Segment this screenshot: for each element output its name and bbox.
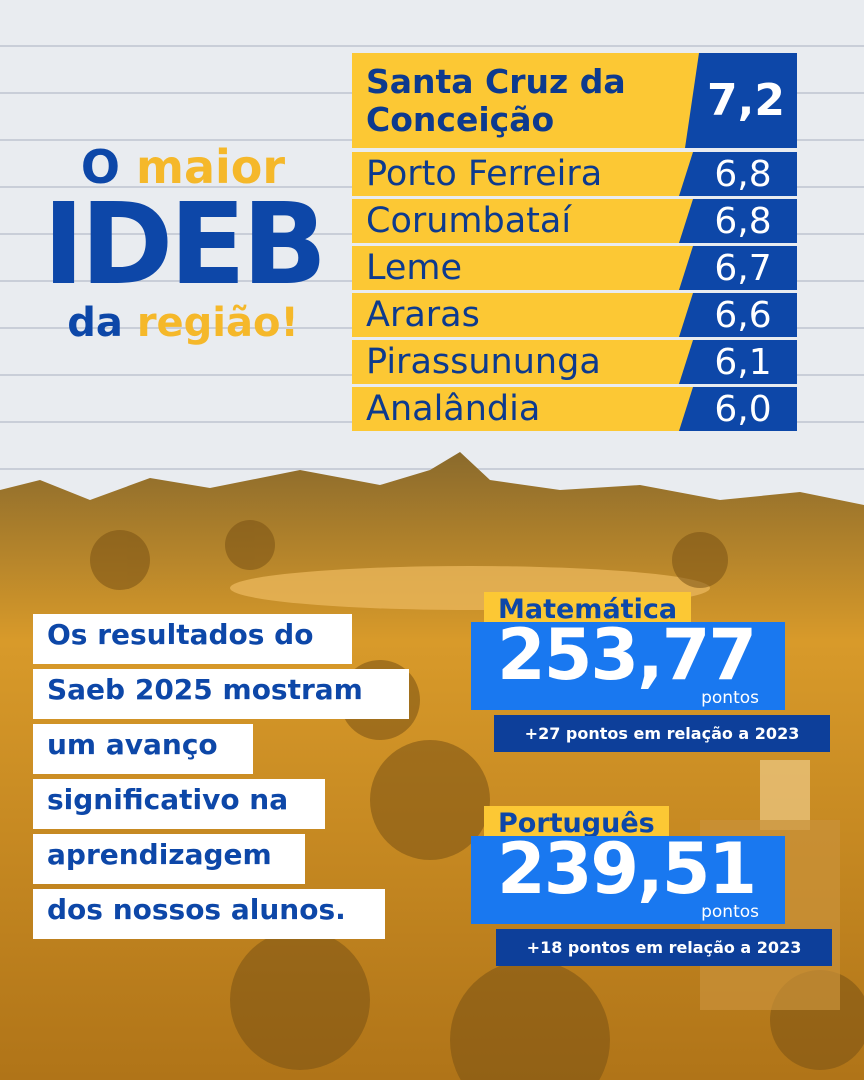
city-name: Porto Ferreira xyxy=(366,154,603,194)
ranking-row: Leme 6,7 xyxy=(352,246,797,290)
city-score: 6,1 xyxy=(679,340,797,384)
headline-regiao: região! xyxy=(136,300,299,346)
city-score: 6,6 xyxy=(679,293,797,337)
ranking-row: Analândia 6,0 xyxy=(352,387,797,431)
city-name: Leme xyxy=(366,248,463,288)
message-line: significativo na xyxy=(33,779,325,829)
message-line: Saeb 2025 mostram xyxy=(33,669,409,719)
city-name: Pirassununga xyxy=(366,342,601,382)
headline-top: O maior xyxy=(18,140,348,194)
city-name: Analândia xyxy=(366,389,541,429)
score-change: +18 pontos em relação a 2023 xyxy=(496,929,832,966)
ranking-row: Araras 6,6 xyxy=(352,293,797,337)
ranking-row: Corumbataí 6,8 xyxy=(352,199,797,243)
city-score: 6,7 xyxy=(679,246,797,290)
message-line: um avanço xyxy=(33,724,253,774)
city-score: 7,2 xyxy=(685,53,797,148)
headline-o: O xyxy=(80,140,121,194)
score-box: 253,77 pontos xyxy=(471,614,785,710)
city-score: 6,8 xyxy=(679,152,797,196)
ranking-row: Santa Cruz da Conceição 7,2 xyxy=(352,53,797,148)
score-value: 253,77 xyxy=(497,614,757,696)
city-score: 6,0 xyxy=(679,387,797,431)
message-line: Os resultados do xyxy=(33,614,352,664)
ranking-row: Porto Ferreira 6,8 xyxy=(352,152,797,196)
headline-maior: maior xyxy=(136,140,286,194)
score-change: +27 pontos em relação a 2023 xyxy=(494,715,830,752)
headline-bottom: da região! xyxy=(18,300,348,346)
city-name: Araras xyxy=(366,295,480,335)
headline-da: da xyxy=(67,300,123,346)
ranking-row: Pirassununga 6,1 xyxy=(352,340,797,384)
message-line: aprendizagem xyxy=(33,834,305,884)
headline-ideb: IDEB xyxy=(42,180,328,310)
score-unit: pontos xyxy=(701,688,759,708)
message-line: dos nossos alunos. xyxy=(33,889,385,939)
score-value: 239,51 xyxy=(497,828,757,910)
score-unit: pontos xyxy=(701,902,759,922)
subject-label: Matemática xyxy=(484,592,692,627)
city-name: Corumbataí xyxy=(366,201,572,241)
city-name: Santa Cruz da Conceição xyxy=(366,61,626,139)
subject-label: Português xyxy=(484,806,669,841)
score-box: 239,51 pontos xyxy=(471,828,785,924)
city-score: 6,8 xyxy=(679,199,797,243)
